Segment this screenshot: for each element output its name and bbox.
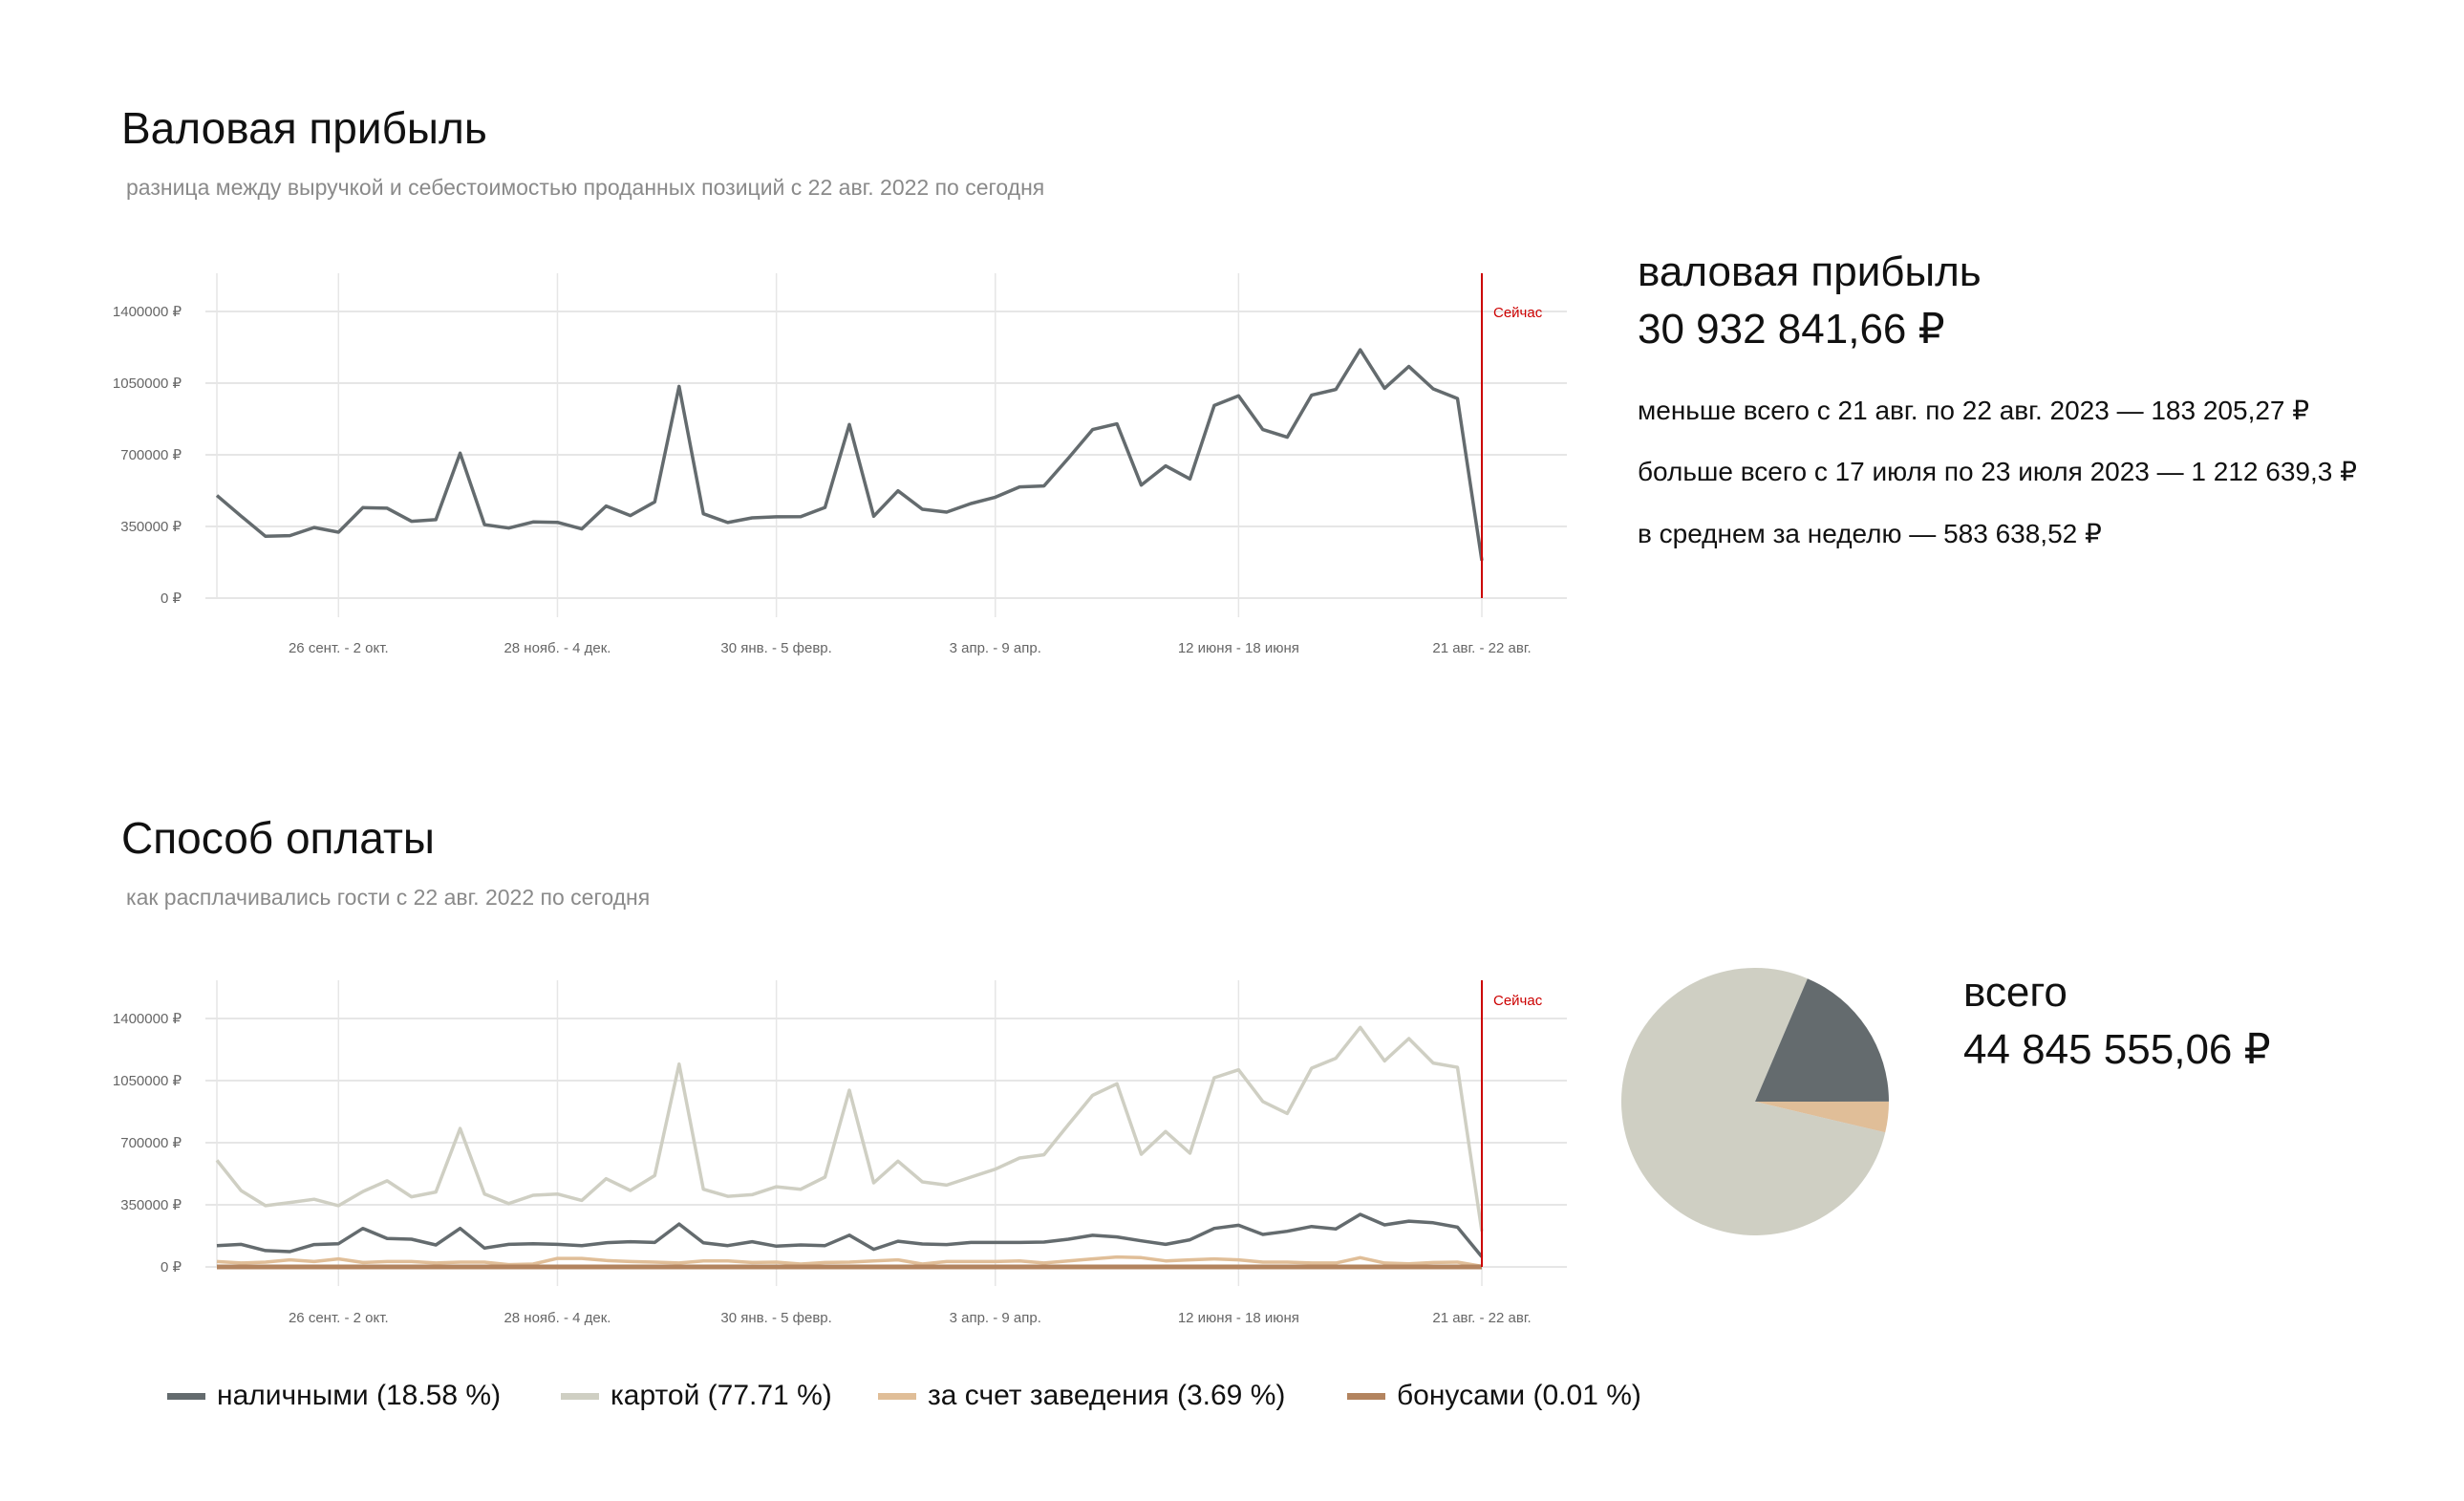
series-line-2	[216, 1254, 1483, 1269]
series-line-1	[215, 1025, 1484, 1232]
x-tick-label: 28 нояб. - 4 дек.	[504, 1310, 611, 1326]
x-tick-label: 12 июня - 18 июня	[1178, 640, 1299, 656]
x-tick-label: 21 авг. - 22 авг.	[1432, 1310, 1531, 1326]
payment-total-label: всего	[1963, 969, 2068, 1016]
payment-title: Способ оплаты	[121, 813, 435, 863]
pie-slice-0	[1755, 1102, 1889, 1133]
y-tick-label: 350000 ₽	[120, 519, 182, 535]
payment-subtitle: как расплачивались гости с 22 авг. 2022 …	[126, 885, 651, 910]
legend-item-cash: наличными (18.58 %)	[167, 1380, 501, 1412]
profit-subtitle: разница между выручкой и себестоимостью …	[126, 175, 1045, 200]
pie-slice-1	[1755, 1102, 1886, 1133]
x-tick-label: 26 сент. - 2 окт.	[289, 1310, 389, 1326]
profit-max-line: больше всего с 17 июля по 23 июля 2023 —…	[1638, 457, 2357, 486]
legend-swatch	[878, 1392, 916, 1400]
y-tick-label: 1400000 ₽	[113, 304, 182, 320]
series-line-0	[216, 1212, 1484, 1258]
y-tick-label: 350000 ₽	[120, 1197, 182, 1213]
profit-min-line: меньше всего с 21 авг. по 22 авг. 2023 —…	[1638, 396, 2310, 425]
x-tick-label: 12 июня - 18 июня	[1178, 1310, 1299, 1326]
profit-avg-line: в среднем за неделю — 583 638,52 ₽	[1638, 519, 2102, 548]
profit-line-chart: 26 сент. - 2 окт. 28 нояб. - 4 дек. 30 янв…	[113, 273, 1567, 656]
y-tick-label: 700000 ₽	[120, 1135, 182, 1151]
legend-label: за счет заведения (3.69 %)	[928, 1380, 1286, 1411]
y-tick-label: 1050000 ₽	[113, 375, 182, 392]
x-tick-label: 28 нояб. - 4 дек.	[504, 640, 611, 656]
y-tick-label: 1050000 ₽	[113, 1073, 182, 1089]
y-tick-label: 0 ₽	[161, 590, 182, 607]
x-tick-label: 30 янв. - 5 февр.	[720, 640, 831, 656]
legend-swatch	[1347, 1392, 1385, 1400]
series-line-0	[215, 348, 1484, 561]
legend-item-establishment: за счет заведения (3.69 %)	[878, 1380, 1285, 1412]
x-tick-label: 30 янв. - 5 февр.	[720, 1310, 831, 1326]
x-tick-label: 3 апр. - 9 апр.	[950, 1310, 1041, 1326]
now-marker-label: Сейчас	[1493, 993, 1543, 1009]
payment-pie-chart	[1621, 968, 1889, 1235]
pie-slice-3	[1755, 978, 1889, 1102]
profit-title: Валовая прибыль	[121, 103, 487, 153]
x-tick-label: 3 апр. - 9 апр.	[950, 640, 1041, 656]
payment-line-chart: 26 сент. - 2 окт. 28 нояб. - 4 дек. 30 янв…	[113, 980, 1567, 1326]
x-tick-label: 21 авг. - 22 авг.	[1432, 640, 1531, 656]
profit-summary-label: валовая прибыль	[1638, 248, 1982, 295]
legend-item-card: картой (77.71 %)	[561, 1380, 832, 1412]
legend-label: картой (77.71 %)	[611, 1380, 832, 1411]
x-tick-label: 26 сент. - 2 окт.	[289, 640, 389, 656]
legend-swatch	[167, 1392, 205, 1400]
now-marker-label: Сейчас	[1493, 305, 1543, 321]
legend-item-bonus: бонусами (0.01 %)	[1347, 1380, 1641, 1412]
legend-label: наличными (18.58 %)	[217, 1380, 502, 1411]
profit-summary-total: 30 932 841,66 ₽	[1638, 306, 1945, 353]
legend-swatch	[561, 1392, 599, 1400]
pie-slice-2	[1621, 968, 1886, 1235]
payment-total: 44 845 555,06 ₽	[1963, 1026, 2271, 1073]
y-tick-label: 1400000 ₽	[113, 1011, 182, 1027]
y-tick-label: 0 ₽	[161, 1259, 182, 1276]
legend-label: бонусами (0.01 %)	[1397, 1380, 1641, 1411]
y-tick-label: 700000 ₽	[120, 447, 182, 463]
